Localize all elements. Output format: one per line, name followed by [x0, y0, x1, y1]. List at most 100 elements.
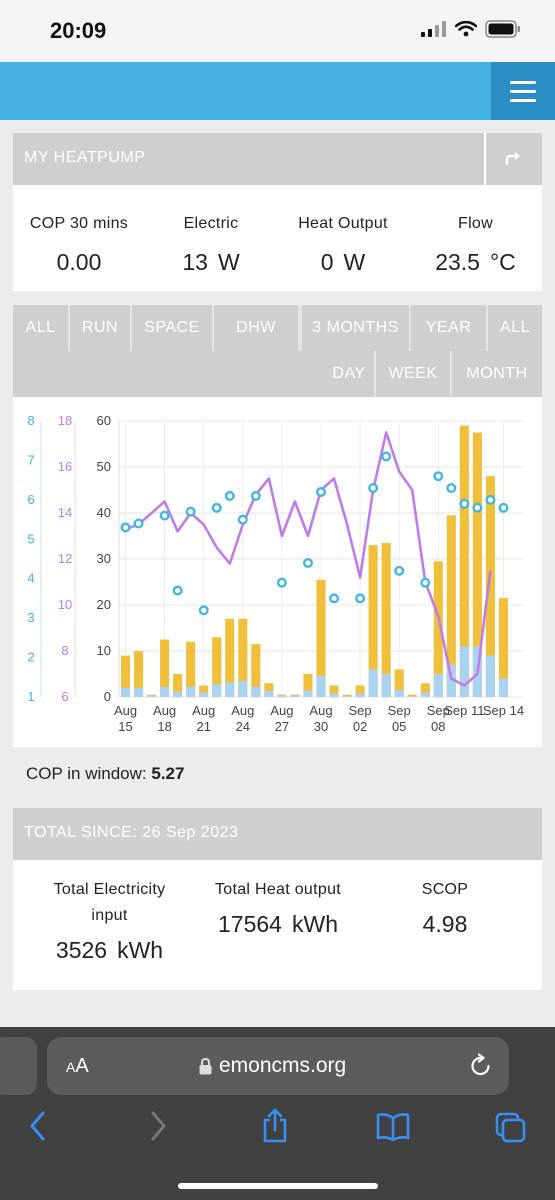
cop-axis-tick-label: 4	[27, 571, 34, 586]
electric-bar	[368, 669, 378, 697]
total-electricity-value: 3526	[55, 937, 108, 963]
cop-point	[211, 502, 222, 513]
electric-bar	[433, 674, 443, 697]
reload-icon[interactable]	[469, 1053, 493, 1079]
x-tick-label: 05	[392, 719, 406, 734]
back-icon[interactable]	[26, 1108, 50, 1144]
heat-bar	[394, 669, 404, 697]
y-tick-label: 50	[97, 459, 111, 474]
previous-tab-preview[interactable]	[0, 1037, 37, 1095]
x-tick-label: 18	[157, 719, 171, 734]
electric-bar	[329, 693, 339, 697]
electric-bar	[459, 646, 469, 697]
lock-icon	[199, 1058, 212, 1075]
cop-point	[498, 502, 509, 513]
electric-bar	[133, 687, 144, 697]
tab-dhw[interactable]: DHW	[214, 305, 302, 351]
electric-bar	[420, 692, 430, 697]
electric-bar	[225, 682, 235, 697]
tabs-icon[interactable]	[494, 1108, 528, 1144]
cop-axis-tick-label: 8	[27, 413, 34, 428]
electric-bar	[394, 690, 404, 697]
status-icons	[421, 20, 521, 38]
heat-bar	[264, 683, 274, 697]
electric-bar	[446, 664, 456, 697]
cop-point	[433, 471, 444, 482]
status-time: 20:09	[50, 18, 107, 43]
electric-bar	[498, 678, 509, 697]
signal-icon	[421, 21, 446, 37]
cop-point	[302, 557, 313, 568]
battery-icon	[485, 20, 520, 38]
tab-all-range[interactable]: ALL	[500, 319, 530, 336]
tab-space[interactable]: SPACE	[132, 305, 214, 351]
heat-bar	[342, 694, 352, 697]
heat-bar	[251, 644, 261, 697]
menu-button[interactable]	[491, 62, 555, 120]
address-bar[interactable]: AA emoncms.org	[47, 1037, 509, 1095]
temp-axis-tick-label: 16	[58, 459, 72, 474]
heat-bar	[407, 694, 417, 697]
electric-bar	[173, 691, 183, 697]
heat-bar	[186, 641, 196, 697]
tab-year[interactable]: YEAR	[411, 305, 488, 351]
x-tick-label: Aug	[192, 703, 215, 718]
heat-bar	[329, 685, 339, 697]
cop-window-bar: COP in window: 5.27	[13, 747, 542, 799]
cop-point	[316, 486, 327, 497]
tab-day[interactable]: DAY	[324, 351, 376, 397]
tab-week[interactable]: WEEK	[376, 351, 452, 397]
share-button[interactable]	[484, 133, 542, 185]
heat-bar	[368, 545, 378, 697]
bookmarks-icon[interactable]	[376, 1108, 410, 1144]
heat-bar	[133, 651, 144, 697]
cop-point	[446, 483, 457, 494]
reader-settings-button[interactable]: AA	[66, 1055, 89, 1077]
home-indicator	[178, 1183, 378, 1189]
status-bar: 20:09	[0, 0, 555, 62]
x-tick-label: Aug	[114, 703, 137, 718]
electric-bar	[303, 690, 313, 697]
stat-cop: COP 30 mins 0.00	[29, 215, 129, 275]
tab-month[interactable]: MONTH	[466, 365, 528, 382]
heat-bar	[303, 674, 313, 697]
heatpump-panel-title: MY HEATPUMP	[13, 133, 542, 185]
electric-bar	[407, 696, 417, 697]
temp-axis-tick-label: 10	[58, 597, 72, 612]
stat-flow-value: 23.5	[435, 249, 480, 275]
tab-run[interactable]: RUN	[70, 305, 132, 351]
forward-icon[interactable]	[146, 1108, 170, 1144]
cop-axis-tick-label: 2	[27, 650, 34, 665]
x-tick-label: 24	[236, 719, 250, 734]
x-tick-label: 21	[196, 719, 210, 734]
electric-bar	[186, 686, 196, 697]
cop-point	[172, 585, 183, 596]
heatpump-chart[interactable]: 010203040506012345678681012141618Aug15Au…	[13, 397, 542, 747]
tab-all-mode[interactable]: ALL	[13, 305, 70, 351]
x-tick-label: Aug	[231, 703, 254, 718]
total-electricity: Total Electricity input 3526 kWh	[53, 881, 166, 963]
stat-flow: Flow 23.5 °C	[435, 215, 516, 275]
share-sheet-icon[interactable]	[260, 1108, 290, 1144]
cop-point	[185, 506, 196, 517]
heat-bar	[498, 598, 509, 697]
stat-cop-value: 0.00	[56, 249, 102, 275]
tab-3-months[interactable]: 3 MONTHS	[302, 305, 411, 351]
stat-electric: Electric 13 W	[182, 215, 240, 275]
wifi-icon	[455, 21, 477, 37]
temp-axis-tick-label: 14	[58, 505, 72, 520]
electric-bar	[120, 687, 131, 697]
cop-point	[485, 494, 496, 505]
electric-bar	[277, 695, 287, 697]
temp-axis-tick-label: 12	[58, 551, 72, 566]
cop-point	[420, 577, 431, 588]
cop-point	[394, 565, 405, 576]
cop-axis-tick-label: 5	[27, 531, 34, 546]
cop-point	[159, 510, 170, 521]
temperature-line	[125, 431, 492, 687]
cop-point	[472, 502, 483, 513]
x-tick-label: Sep	[349, 703, 372, 718]
chart-tabs: ALL RUN SPACE DHW 3 MONTHS YEAR ALL DAY …	[13, 305, 542, 397]
electric-bar	[381, 674, 391, 697]
